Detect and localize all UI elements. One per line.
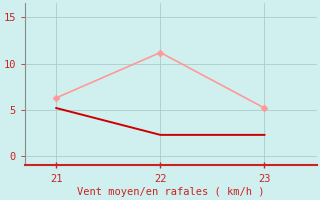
X-axis label: Vent moyen/en rafales ( km/h ): Vent moyen/en rafales ( km/h ) (77, 187, 265, 197)
